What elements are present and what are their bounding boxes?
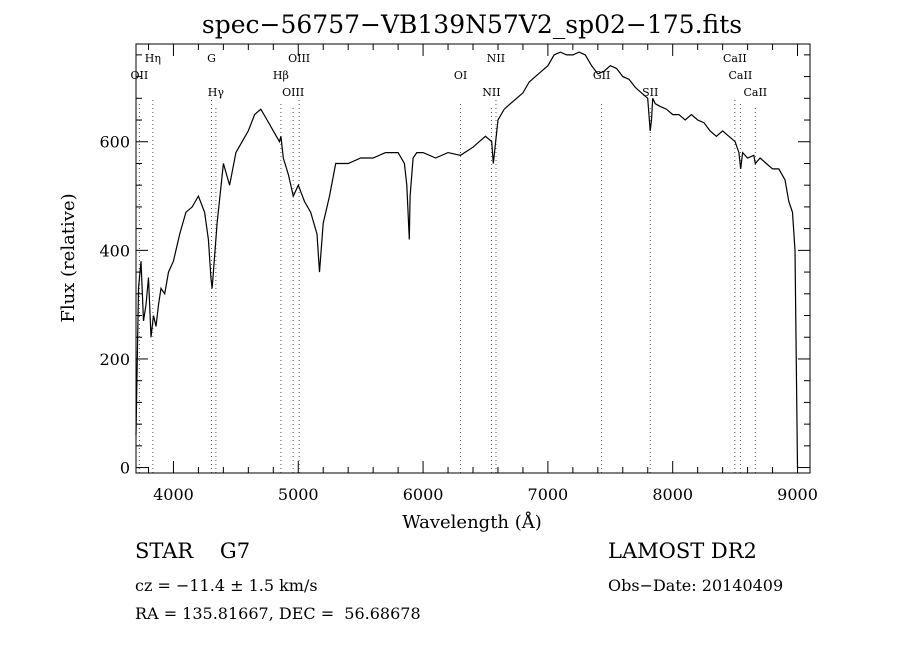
line-marker-label: NII <box>487 52 505 65</box>
redshift-velocity: cz = −11.4 ± 1.5 km/s <box>135 576 318 595</box>
line-marker-label: CaII <box>743 86 767 99</box>
spectrum-line <box>135 51 799 468</box>
y-axis-label: Flux (relative) <box>58 193 79 322</box>
coordinates: RA = 135.81667, DEC = 56.68678 <box>135 604 421 623</box>
line-marker-label: CaII <box>723 52 747 65</box>
x-tick-label: 4000 <box>153 485 194 504</box>
y-tick-label: 0 <box>120 459 130 478</box>
y-tick-label: 600 <box>99 133 130 152</box>
x-tick-label: 9000 <box>777 485 818 504</box>
line-marker-label: OII <box>131 69 149 82</box>
x-tick-label: 6000 <box>403 485 444 504</box>
object-class: STAR G7 <box>135 539 251 563</box>
line-marker-label: Hβ <box>273 69 289 82</box>
x-tick-label: 5000 <box>278 485 319 504</box>
y-tick-label: 200 <box>99 350 130 369</box>
observation-date: Obs−Date: 20140409 <box>608 576 784 595</box>
line-marker-label: OIII <box>288 52 310 65</box>
line-marker-label: Hγ <box>208 86 225 99</box>
line-marker-label: OI <box>454 69 467 82</box>
line-marker-label: G <box>207 52 216 65</box>
survey-name: LAMOST DR2 <box>608 539 757 563</box>
plot-frame <box>135 43 811 474</box>
y-tick-label: 400 <box>99 241 130 260</box>
x-axis-label: Wavelength (Å) <box>402 511 542 533</box>
x-tick-label: 7000 <box>528 485 569 504</box>
line-marker-label: NII <box>482 86 500 99</box>
line-marker-label: SII <box>642 86 658 99</box>
chart-title: spec−56757−VB139N57V2_sp02−175.fits <box>202 10 742 39</box>
line-marker-label: CaII <box>729 69 753 82</box>
x-tick-label: 8000 <box>652 485 693 504</box>
line-marker-label: OIII <box>282 86 304 99</box>
plot-area: HηOIIHγGHβOIIIOIIIOINIINIIGIISIICaIICaII… <box>99 43 818 504</box>
line-marker-label: Hη <box>145 52 161 65</box>
